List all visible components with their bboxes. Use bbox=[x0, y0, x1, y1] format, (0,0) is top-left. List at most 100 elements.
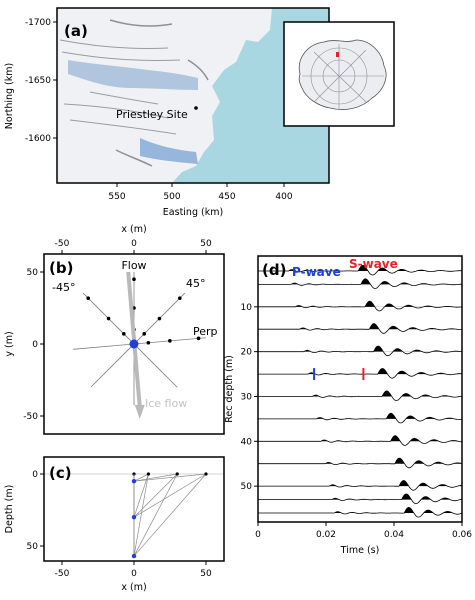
panel-a-ytick: -1700 bbox=[25, 18, 51, 28]
trace-fill bbox=[258, 368, 462, 375]
panel-a-yaxis: -1700 -1650 -1600 Northing (km) bbox=[4, 18, 57, 144]
panel-a: Priestley Site (a) 550 500 450 400 Easti… bbox=[4, 7, 395, 218]
receiver-point bbox=[178, 296, 182, 300]
panel-c-xtick: 50 bbox=[200, 569, 212, 579]
receiver-point bbox=[132, 277, 136, 282]
panel-a-xtick: 400 bbox=[275, 192, 292, 202]
panel-b-plot-area bbox=[72, 271, 206, 419]
seismic-trace bbox=[258, 506, 463, 518]
panel-c-ytick: 50 bbox=[27, 542, 39, 552]
ray-path bbox=[133, 473, 149, 557]
trace-fill bbox=[258, 346, 462, 352]
line-label-perp: Perp bbox=[193, 325, 218, 338]
panel-a-xlabel: Easting (km) bbox=[163, 207, 223, 218]
panel-d-xtick: 0.02 bbox=[316, 530, 336, 540]
panel-d: (d) P-wave S-wave 10 20 30 40 50 Rec depth (… bbox=[224, 255, 472, 556]
panel-a-xtick: 500 bbox=[163, 192, 180, 202]
panel-c-ylabel: Depth (m) bbox=[4, 485, 15, 534]
panel-d-yaxis: 10 20 30 40 50 bbox=[241, 303, 258, 492]
survey-line bbox=[72, 337, 206, 350]
receiver-point bbox=[142, 332, 146, 336]
panel-a-xtick: 450 bbox=[218, 192, 235, 202]
panel-d-xaxis: 0 0.02 0.04 0.06 bbox=[255, 522, 472, 540]
panel-b-xtick: -50 bbox=[55, 239, 70, 249]
trace-fill bbox=[258, 507, 462, 514]
source-point bbox=[129, 339, 139, 349]
ray-path bbox=[133, 473, 178, 482]
panel-c-plot-area bbox=[44, 472, 224, 559]
seismic-trace bbox=[258, 300, 463, 312]
panel-d-ytick: 40 bbox=[241, 437, 253, 447]
panel-d-frame bbox=[257, 255, 463, 523]
ray-path bbox=[133, 473, 207, 518]
panel-a-ytick: -1650 bbox=[25, 76, 51, 86]
trace-fill bbox=[258, 480, 462, 487]
ice-flow-label: Ice flow bbox=[145, 397, 187, 410]
trace-fill bbox=[258, 458, 462, 464]
antarctica-map-icon bbox=[283, 21, 395, 127]
priestley-site-marker bbox=[194, 106, 198, 110]
seismic-trace bbox=[258, 265, 463, 276]
seismic-trace bbox=[258, 493, 463, 505]
priestley-site-label: Priestley Site bbox=[116, 108, 188, 121]
seismic-trace bbox=[258, 412, 463, 424]
panel-d-ylabel: Rec depth (m) bbox=[224, 355, 235, 423]
panel-a-xaxis: 550 500 450 400 Easting (km) bbox=[108, 183, 293, 218]
trace-fill bbox=[258, 413, 462, 419]
seismic-trace bbox=[258, 457, 463, 469]
ray-path bbox=[133, 473, 207, 482]
trace-fill bbox=[258, 390, 462, 397]
panel-d-ytick: 10 bbox=[241, 303, 253, 313]
receiver-point bbox=[157, 316, 162, 321]
s-wave-label: S-wave bbox=[349, 257, 398, 271]
panel-c-label: (c) bbox=[49, 464, 72, 482]
receiver-point bbox=[106, 316, 111, 321]
panel-d-ytick: 30 bbox=[241, 392, 253, 402]
panel-b: x (m) -50 0 50 50 0 -50 y (m) Flow 45° -… bbox=[4, 224, 225, 435]
surface-source bbox=[204, 472, 208, 476]
seismic-trace bbox=[258, 368, 462, 379]
panel-d-plot-area bbox=[258, 265, 463, 518]
ray-path bbox=[133, 473, 149, 482]
ray-path bbox=[133, 473, 178, 518]
panel-a-land bbox=[57, 8, 272, 183]
panel-a-label: (a) bbox=[64, 22, 88, 40]
panel-a-glacier bbox=[68, 60, 198, 90]
surface-source bbox=[146, 472, 150, 476]
panel-d-xtick: 0.04 bbox=[384, 530, 404, 540]
borehole-receiver bbox=[131, 479, 137, 484]
panel-d-xlabel: Time (s) bbox=[340, 545, 380, 556]
panel-b-ytick: 0 bbox=[32, 340, 38, 350]
survey-line bbox=[90, 292, 186, 388]
panel-b-xtick: 50 bbox=[200, 239, 212, 249]
seismic-trace bbox=[258, 435, 463, 446]
ray-path bbox=[133, 473, 178, 557]
seismic-trace bbox=[258, 323, 462, 334]
panel-d-xtick: 0 bbox=[255, 530, 261, 540]
panel-c: (c) 0 50 Depth (m) -50 0 50 x (m) bbox=[4, 456, 225, 593]
receiver-point bbox=[86, 296, 90, 300]
panel-b-xlabel-top: x (m) bbox=[121, 224, 146, 235]
trace-fill bbox=[258, 301, 462, 307]
panel-a-ytick: -1600 bbox=[25, 134, 51, 144]
seismic-trace bbox=[258, 345, 463, 357]
panel-c-ytick: 0 bbox=[32, 470, 38, 480]
seismic-trace bbox=[258, 480, 462, 491]
line-label-minus45: -45° bbox=[52, 281, 75, 294]
panel-b-xtick: 0 bbox=[131, 239, 137, 249]
panel-c-xlabel: x (m) bbox=[121, 582, 146, 593]
panel-a-ridges bbox=[59, 39, 181, 135]
panel-a-glacier-lower bbox=[140, 138, 198, 164]
receiver-point bbox=[146, 340, 151, 345]
p-wave-label: P-wave bbox=[292, 265, 341, 279]
line-label-45: 45° bbox=[186, 277, 206, 290]
receiver-point bbox=[122, 332, 126, 336]
panel-c-xtick: -50 bbox=[55, 569, 70, 579]
panel-a-ylabel: Northing (km) bbox=[4, 63, 15, 129]
trace-fill bbox=[258, 278, 462, 285]
receiver-point bbox=[196, 336, 201, 341]
borehole-receiver bbox=[131, 553, 137, 559]
panel-b-label: (b) bbox=[49, 259, 73, 277]
panel-d-xtick: 0.06 bbox=[452, 530, 472, 540]
